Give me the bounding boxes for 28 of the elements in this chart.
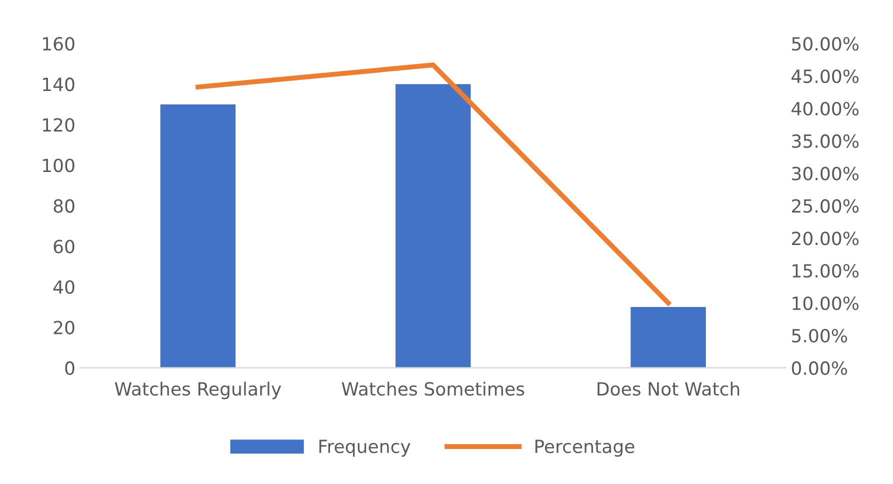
y-tick-label: 80	[54, 199, 74, 213]
x-tick-label: Watches Sometimes	[342, 382, 524, 396]
x-tick-label: Watches Regularly	[114, 382, 282, 400]
y-tick-label: 120	[43, 118, 74, 132]
y2-tick-label: 25.00%	[792, 199, 859, 213]
legend-label: Percentage	[535, 440, 634, 457]
y2-tick-label: 20.00%	[792, 232, 859, 246]
y2-tick-label: 15.00%	[792, 264, 859, 278]
y-tick-label: 160	[43, 37, 74, 51]
bar	[630, 307, 706, 368]
legend-label: Frequency	[319, 440, 410, 457]
bar	[395, 84, 471, 368]
y-tick-label: 140	[43, 78, 74, 92]
x-tick-label: Does Not Watch	[598, 382, 740, 396]
bar	[160, 104, 236, 368]
y2-tick-label: 0.00%	[792, 361, 848, 375]
y2-tick-label: 45.00%	[792, 69, 859, 84]
y2-tick-label: 10.00%	[792, 296, 859, 310]
y2-tick-label: 35.00%	[792, 134, 859, 148]
y2-tick-label: 5.00%	[792, 328, 848, 343]
y-tick-label: 100	[43, 158, 74, 172]
y2-tick-label: 50.00%	[792, 37, 859, 51]
y-tick-label: 60	[54, 240, 74, 254]
y2-tick-label: 40.00%	[792, 102, 859, 116]
y2-tick-label: 30.00%	[792, 166, 859, 180]
y-tick-label: 0	[65, 361, 74, 375]
y-tick-label: 20	[54, 320, 74, 334]
y-tick-label: 40	[53, 280, 74, 294]
